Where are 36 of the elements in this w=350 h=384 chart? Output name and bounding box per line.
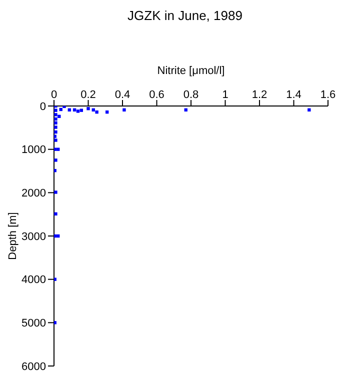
y-tick-label: 3000 [22,230,46,243]
point [122,108,126,112]
y-tick-label: 5000 [22,318,46,330]
point [308,108,311,112]
x-tick-label: 1.6 [320,89,336,101]
y-tick-label: 6000 [22,360,46,373]
x-tick-label: 0.4 [114,89,130,101]
point [54,212,58,216]
x-tick-label: 0.8 [183,89,199,101]
x-tick-label: 1 [222,89,228,101]
x-tick-label: 0.6 [149,89,164,101]
point [76,110,80,113]
point [54,108,58,112]
point [54,121,58,124]
x-axis-title: Nitrite [μmol/l] [157,64,225,77]
point [54,158,58,162]
y-tick-label: 4000 [22,274,46,286]
x-tick-label: 1.4 [286,89,302,101]
y-tick-label: 0 [40,100,46,113]
point [54,113,58,116]
x-tick-label: 0 [50,89,58,101]
y-tick-label: 1000 [22,144,46,156]
point [56,148,60,151]
point [54,190,58,194]
point [54,130,58,134]
point [54,117,58,121]
y-tick-label: 2000 [22,188,46,200]
chart-title: JGZK in June, 1989 [126,8,244,25]
point [80,108,83,112]
point [54,138,58,142]
x-tick-label: 1.2 [252,89,268,101]
y-axis-title: Depth [m] [6,212,19,260]
x-tick-label: 0.2 [80,89,96,101]
point [86,107,90,110]
point [95,110,98,114]
point [54,126,58,129]
